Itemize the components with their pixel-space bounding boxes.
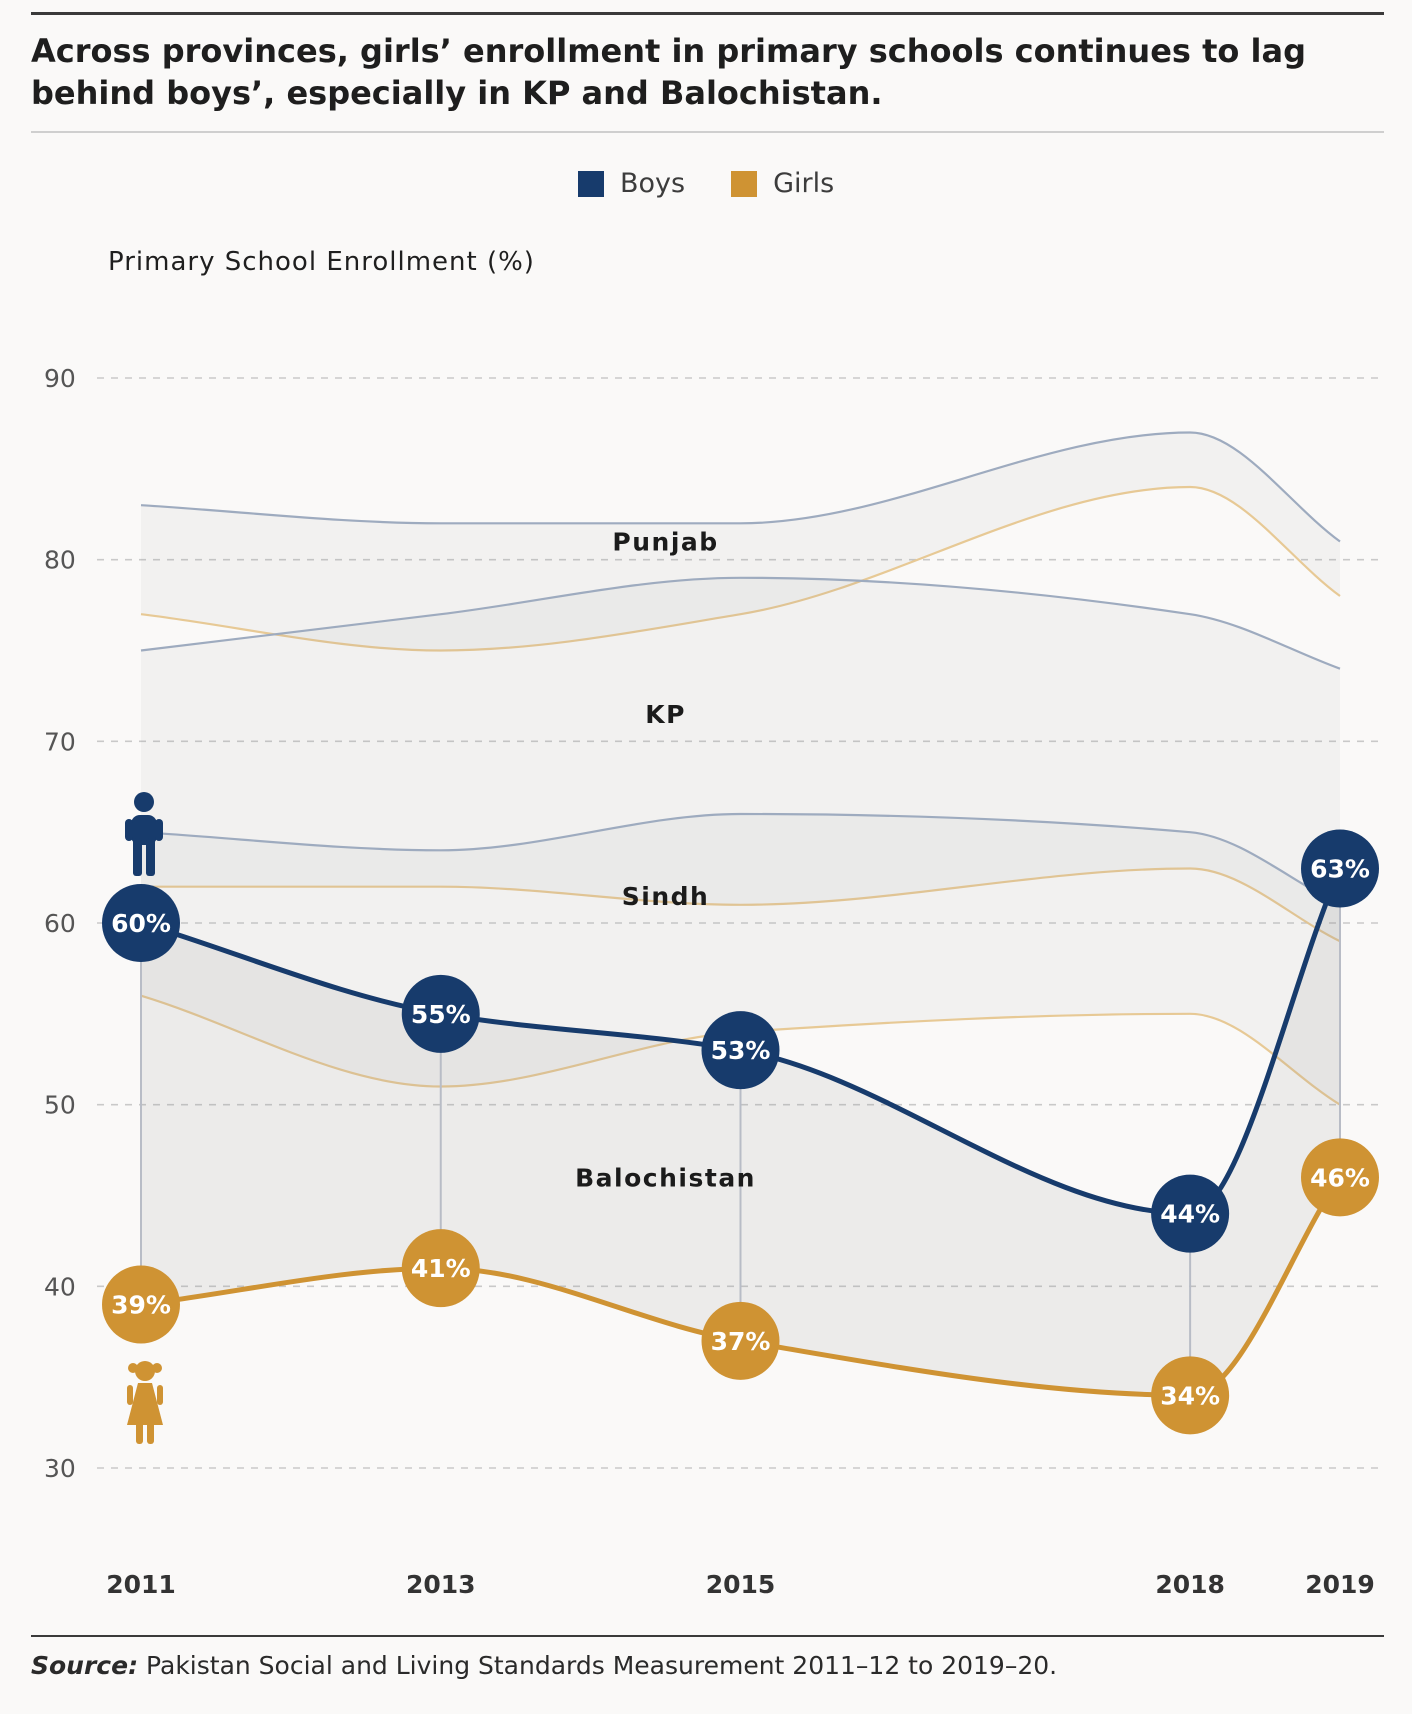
- province-label: KP: [645, 700, 686, 729]
- x-tick-label: 2011: [106, 1570, 176, 1599]
- girls-data-label: 39%: [111, 1291, 171, 1320]
- girls-data-label: 46%: [1310, 1163, 1370, 1192]
- province-sindh-boys-line: [140, 812, 1341, 906]
- province-punjab-boys-line: [140, 431, 1341, 543]
- x-tick-label: 2018: [1155, 1570, 1225, 1599]
- girls-point: [701, 1301, 780, 1380]
- boys-data-label: 44%: [1160, 1200, 1220, 1229]
- boys-point: [1151, 1174, 1230, 1253]
- chart-title: Across provinces, girls’ enrollment in p…: [31, 32, 1306, 112]
- province-label: Sindh: [622, 882, 710, 911]
- source-label: Source:: [31, 1651, 139, 1680]
- province-label: Balochistan: [575, 1163, 756, 1192]
- title-divider: [31, 131, 1384, 133]
- x-tick-label: 2013: [406, 1570, 476, 1599]
- girls-point: [1301, 1138, 1379, 1217]
- legend-item-boys: Boys: [578, 168, 685, 199]
- y-tick-label: 80: [44, 546, 76, 575]
- boy-figure-icon: [125, 792, 163, 876]
- boys-point: [1301, 829, 1379, 908]
- girl-figure-icon: [127, 1361, 163, 1444]
- enrollment-chart: Primary School Enrollment (%) 30 40 50 60 70…: [44, 247, 1384, 1599]
- boys-series-line: [138, 866, 1343, 1217]
- x-tick-label: 2019: [1305, 1570, 1375, 1599]
- province-kp-girls-line: [141, 867, 1341, 943]
- source-note: Source: Pakistan Social and Living Stand…: [31, 1651, 1057, 1680]
- girls-data-label: 34%: [1160, 1381, 1220, 1410]
- girls-point: [102, 1265, 180, 1344]
- girls-data-label: 37%: [711, 1327, 771, 1356]
- province-labels: Punjab KP Sindh Balochistan: [575, 528, 756, 1193]
- boys-data-label: 63%: [1310, 855, 1370, 884]
- girls-point: [401, 1229, 480, 1308]
- boys-data-label: 60%: [111, 909, 171, 938]
- x-tick-label: 2015: [706, 1570, 776, 1599]
- girls-point: [1151, 1356, 1230, 1435]
- boys-point: [401, 974, 480, 1053]
- legend-swatch-boys: [578, 170, 604, 197]
- y-tick-label: 60: [44, 909, 76, 938]
- boys-point: [701, 1011, 780, 1090]
- data-markers: 60% 55% 53% 44% 63% 39% 41% 37% 34% 46%: [102, 829, 1379, 1435]
- y-tick-label: 90: [44, 364, 76, 393]
- boys-point: [102, 884, 180, 962]
- top-rule: [31, 12, 1384, 15]
- province-kp-boys-line: [140, 576, 1341, 670]
- footer-rule: [31, 1635, 1384, 1637]
- y-tick-label: 40: [44, 1272, 76, 1301]
- legend-label-boys: Boys: [620, 168, 686, 199]
- province-punjab-band: [141, 432, 1340, 651]
- legend-label-girls: Girls: [773, 168, 835, 199]
- grid-lines: 30 40 50 60 70 80 90: [44, 364, 1384, 1483]
- y-axis-label: Primary School Enrollment (%): [108, 247, 535, 277]
- y-tick-label: 30: [44, 1454, 76, 1483]
- girls-data-label: 41%: [411, 1254, 471, 1283]
- y-tick-label: 50: [44, 1091, 76, 1120]
- source-text: Pakistan Social and Living Standards Mea…: [146, 1651, 1058, 1680]
- province-punjab-girls-line: [140, 485, 1341, 652]
- legend-item-girls: Girls: [731, 168, 834, 199]
- x-axis: 2011 2013 2015 2018 2019: [106, 1570, 1375, 1599]
- province-label: Punjab: [612, 528, 718, 557]
- legend: Boys Girls: [578, 168, 834, 199]
- y-tick-label: 70: [44, 727, 76, 756]
- boys-data-label: 53%: [711, 1036, 771, 1065]
- boys-data-label: 55%: [411, 1000, 471, 1029]
- legend-swatch-girls: [731, 170, 758, 197]
